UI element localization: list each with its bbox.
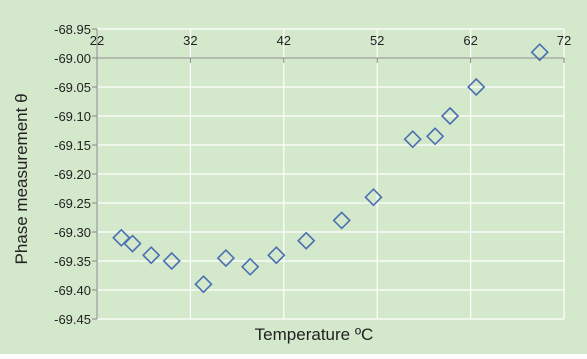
data-point-marker — [241, 257, 260, 276]
data-point-marker — [162, 251, 181, 271]
x-tick-label: 72 — [557, 33, 571, 48]
data-point-marker — [112, 228, 131, 247]
x-tick-label: 22 — [90, 33, 104, 48]
data-point-marker — [467, 77, 486, 97]
x-axis-title: Temperature ºC — [255, 325, 374, 344]
y-tick-label: -69.45 — [54, 312, 91, 327]
x-tick-labels: 22 32 42 52 62 72 — [90, 33, 571, 48]
data-point-marker — [216, 248, 236, 268]
x-tick-label: 52 — [370, 33, 384, 48]
y-tick-label: -69.05 — [54, 80, 91, 95]
y-tick-label: -69.35 — [54, 254, 91, 269]
y-tick-label: -69.10 — [54, 109, 91, 124]
y-axis-title: Phase measurement θ — [12, 93, 31, 264]
data-point-marker — [332, 211, 351, 230]
data-point-marker — [530, 43, 549, 62]
data-point-marker — [267, 246, 286, 265]
data-point-marker — [364, 188, 383, 207]
y-tick-label: -68.95 — [54, 22, 91, 37]
data-point-marker — [297, 231, 316, 250]
data-point-marker — [440, 106, 460, 126]
y-tick-label: -69.30 — [54, 225, 91, 240]
data-point-marker — [123, 234, 142, 253]
y-tick-label: -69.20 — [54, 167, 91, 182]
y-tick-label: -69.00 — [54, 51, 91, 66]
y-tick-label: -69.40 — [54, 283, 91, 298]
y-tick-label: -69.25 — [54, 196, 91, 211]
data-point-marker — [194, 275, 213, 294]
data-point-marker — [142, 246, 161, 265]
axes — [92, 28, 565, 320]
gridlines — [96, 28, 565, 320]
x-tick-label: 62 — [463, 33, 477, 48]
data-points — [112, 43, 549, 294]
y-tick-labels: -68.95 -69.00 -69.05 -69.10 -69.15 -69.20 -69.… — [54, 22, 91, 327]
data-point-marker — [403, 130, 422, 149]
y-tick-label: -69.15 — [54, 138, 91, 153]
x-tick-label: 32 — [183, 33, 197, 48]
x-tick-label: 42 — [277, 33, 291, 48]
data-point-marker — [425, 127, 445, 146]
